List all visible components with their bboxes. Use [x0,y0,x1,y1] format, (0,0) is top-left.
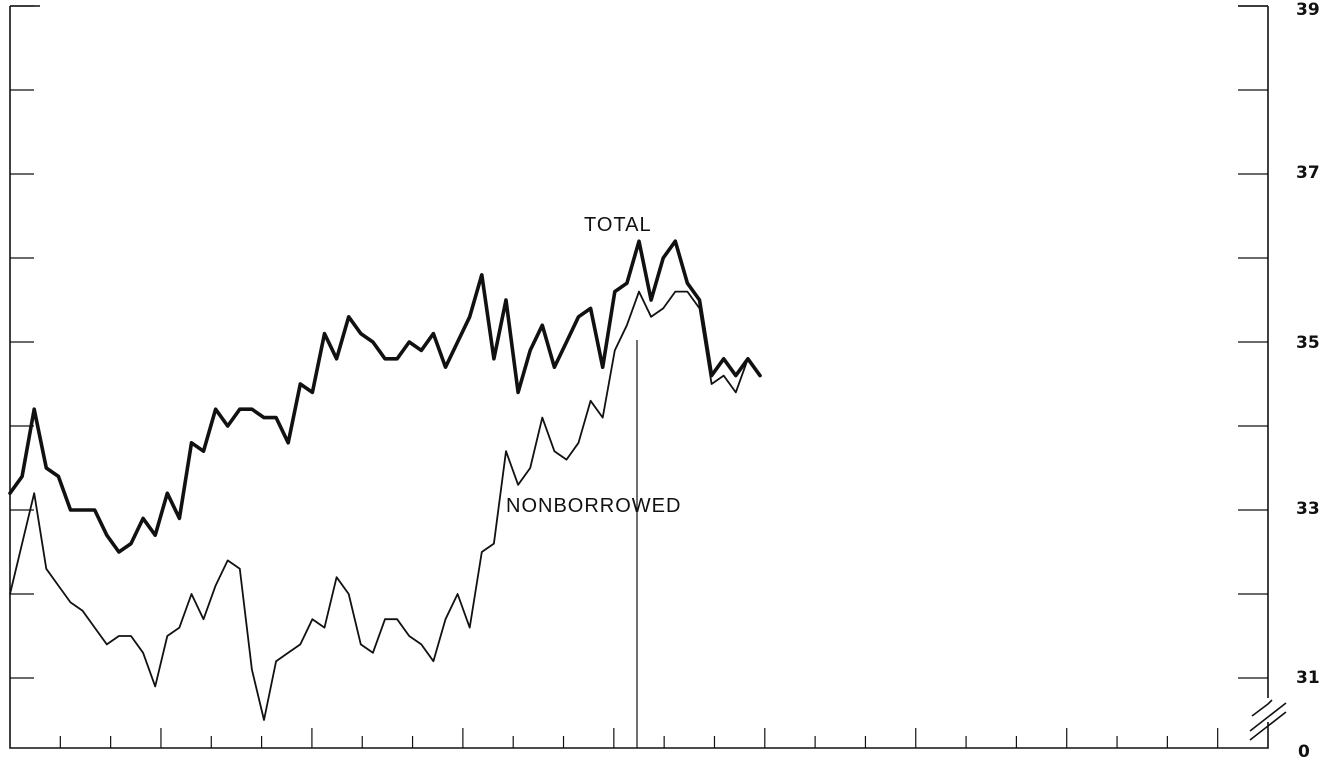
y-tick-label-33: 33 [1296,499,1320,519]
y-tick-label-37: 37 [1296,163,1320,183]
series-label-nonborrowed: NONBORROWED [506,495,681,517]
y-tick-labels: 39 37 35 33 31 0 [1296,0,1320,762]
series-line-nonborrowed [9,290,761,721]
y-tick-label-39: 39 [1296,0,1320,20]
frame-left-bottom-border [9,6,1269,749]
axis-break-icon [1249,699,1287,741]
chart-frame [9,5,1269,749]
series-label-total: TOTAL [584,214,652,236]
y-tick-label-35: 35 [1296,333,1320,353]
series-lines [8,239,762,721]
series-line-total [8,239,762,554]
axis-ticks [10,5,1268,748]
y-tick-label-31: 31 [1296,668,1320,688]
y-tick-label-0: 0 [1298,742,1310,762]
